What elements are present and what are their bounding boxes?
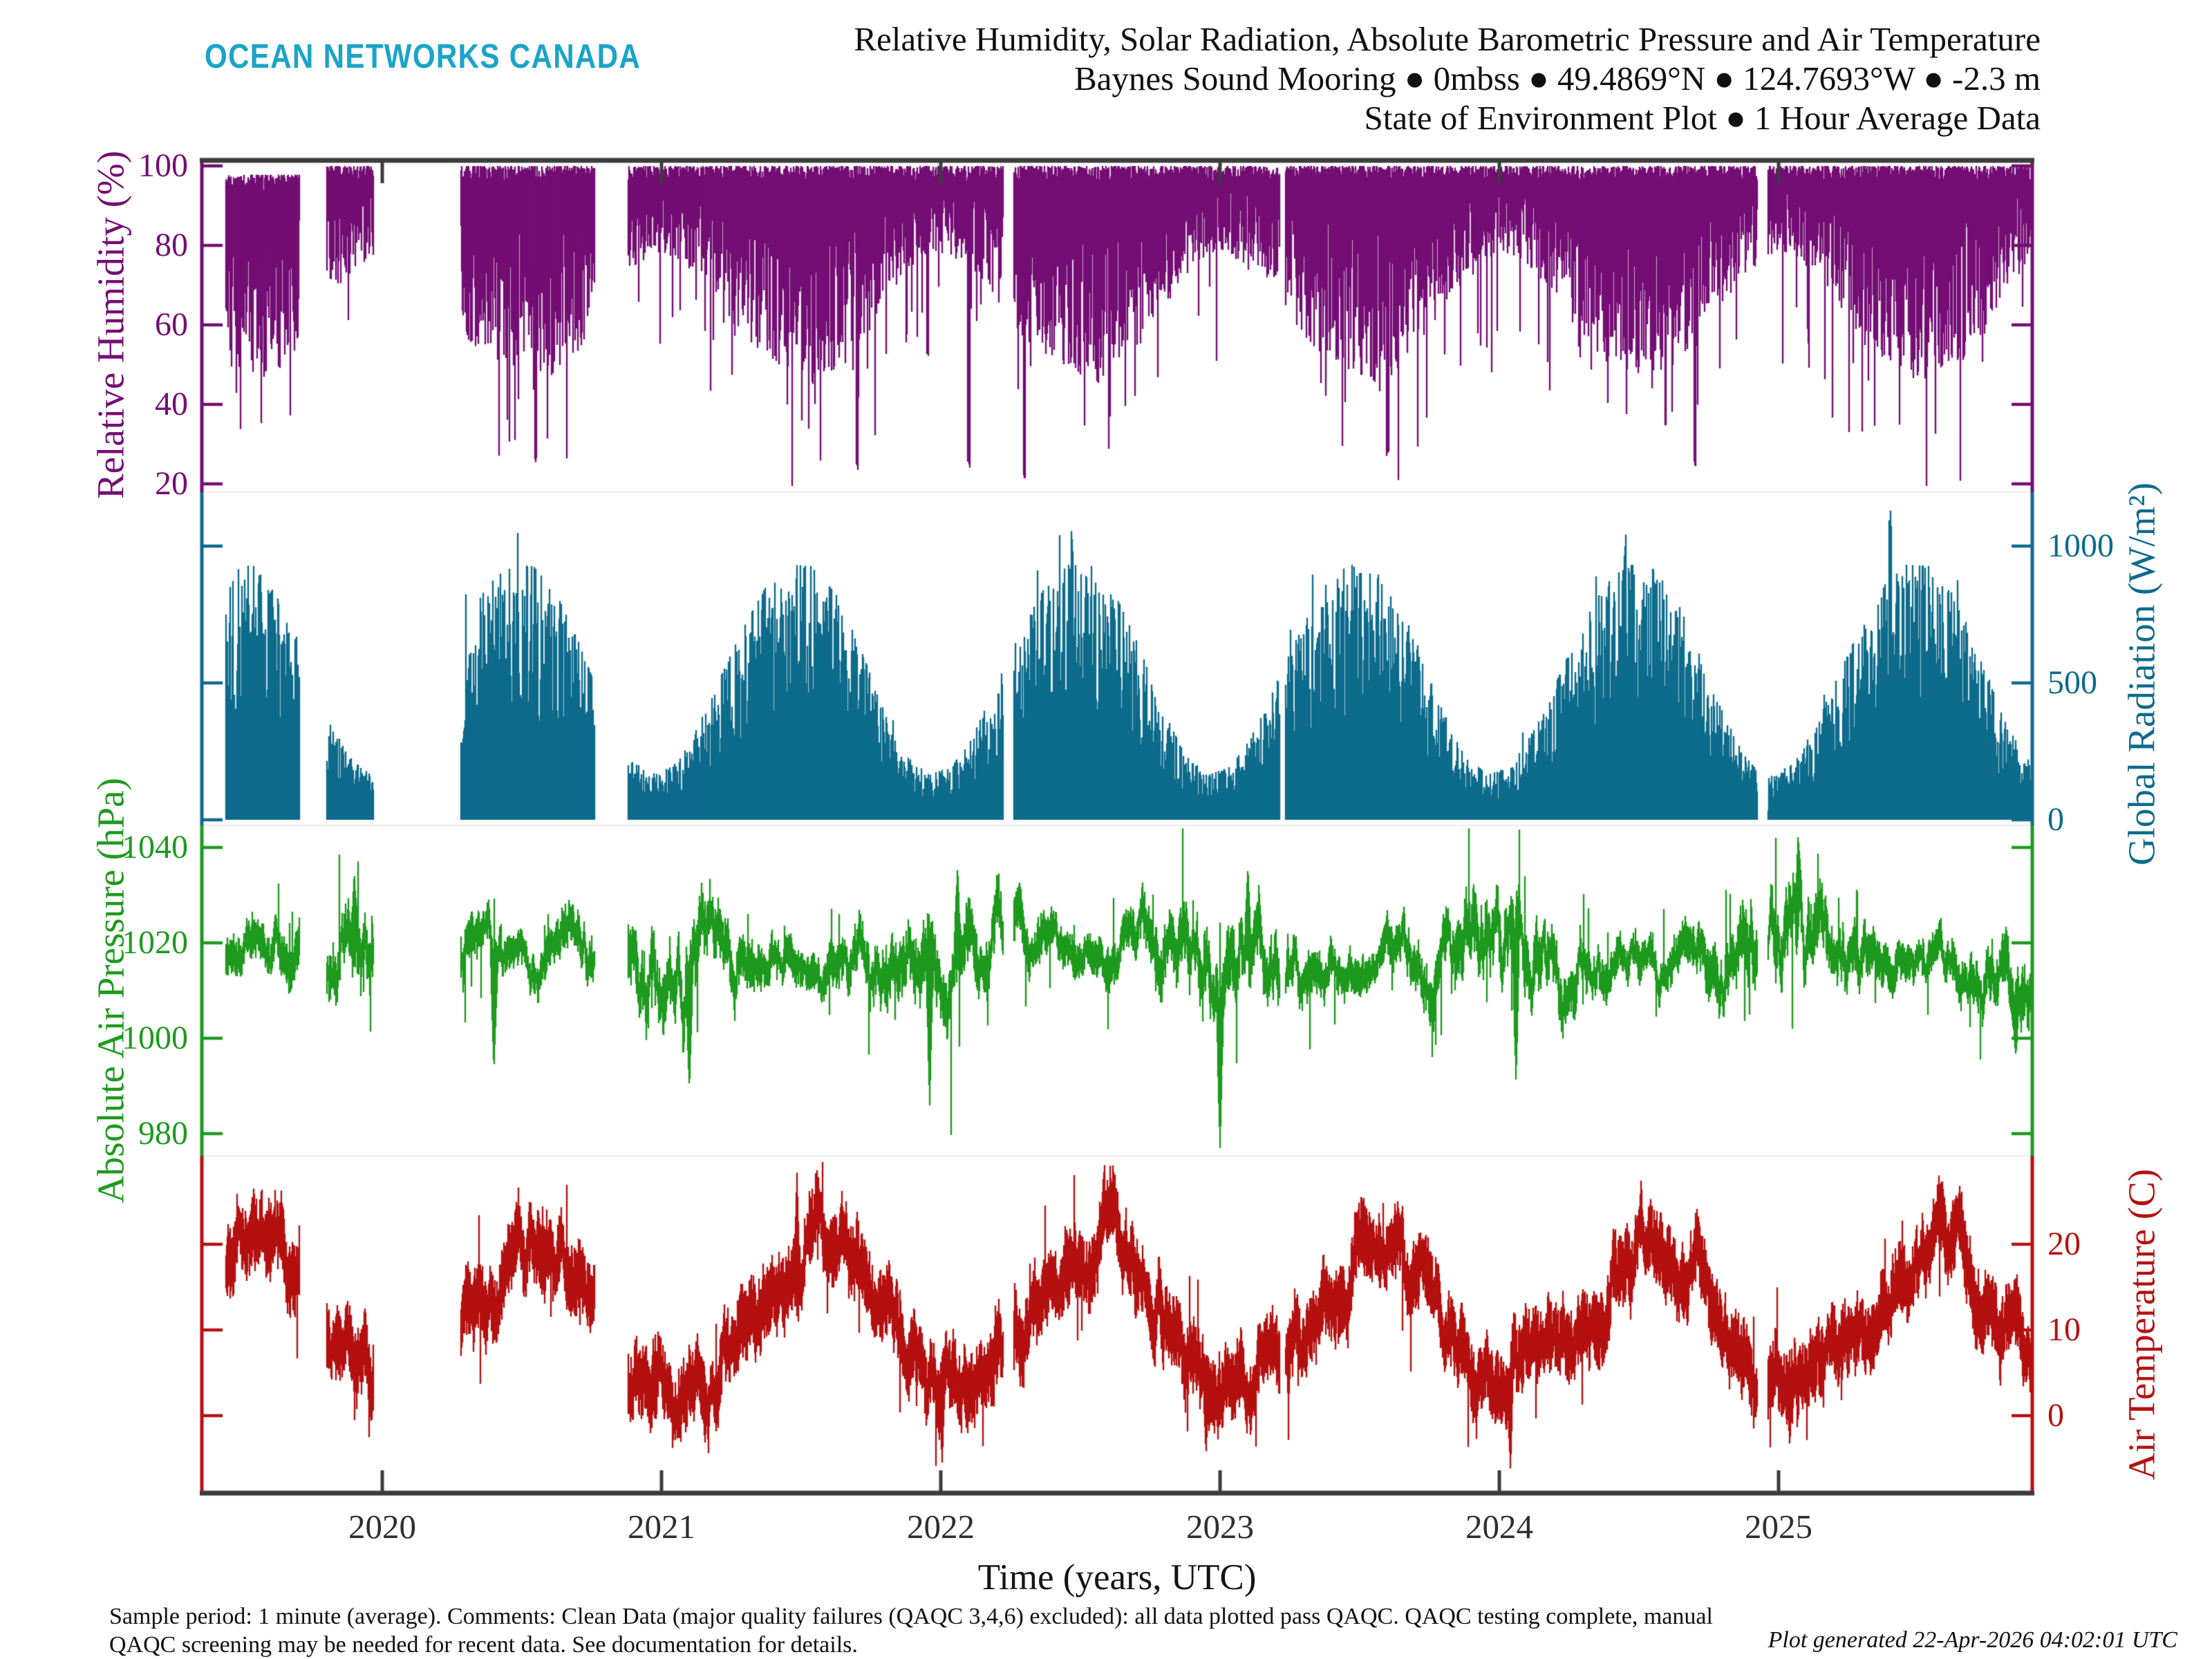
global_radiation-tick-label: 1000 [2047, 527, 2114, 564]
relative_humidity-tick-label: 40 [155, 386, 188, 422]
relative_humidity-tick-label: 100 [138, 147, 188, 184]
air_temperature-tick-label: 20 [2047, 1226, 2081, 1262]
onc-logo: OCEAN NETWORKS CANADA [205, 38, 641, 75]
x-axis-year-label: 2020 [348, 1508, 416, 1546]
air_temperature-tick-label: 0 [2047, 1397, 2064, 1434]
plot-subtitle-location: Baynes Sound Mooring ● 0mbss ● 49.4869°N… [1074, 59, 2041, 97]
absolute_air_pressure-tick-label: 1020 [122, 924, 188, 961]
relative_humidity-tick-label: 20 [155, 465, 188, 502]
y-axis-label-air-temperature-text: Air Temperature (C) [2120, 1168, 2163, 1481]
plot-generated-timestamp: Plot generated 22-Apr-2026 04:02:01 UTC [1768, 1627, 2177, 1653]
plot-title: Relative Humidity, Solar Radiation, Abso… [854, 20, 2041, 58]
x-axis-year-label: 2024 [1465, 1508, 1533, 1546]
global_radiation-tick-label: 0 [2047, 801, 2064, 838]
footer-note-line2: QAQC screening may be needed for recent … [109, 1632, 858, 1658]
plot-subtitle-type: State of Environment Plot ● 1 Hour Avera… [1364, 99, 2041, 137]
absolute_air_pressure-tick-label: 1040 [122, 829, 188, 865]
footer-note: Sample period: 1 minute (average). Comme… [109, 1602, 1713, 1659]
air_temperature-tick-label: 10 [2047, 1311, 2081, 1348]
absolute_air_pressure-tick-label: 980 [138, 1115, 188, 1152]
x-axis-year-label: 2021 [628, 1508, 695, 1546]
y-axis-label-global-radiation-text: Global Radiation (W/m²) [2120, 482, 2163, 866]
x-axis-year-label: 2022 [907, 1508, 975, 1546]
global_radiation-tick-label: 500 [2047, 664, 2097, 701]
relative_humidity-tick-label: 80 [155, 227, 188, 263]
x-axis-label: Time (years, UTC) [977, 1557, 1257, 1597]
title-block: Relative Humidity, Solar Radiation, Abso… [854, 19, 2041, 138]
x-axis-year-label: 2025 [1745, 1508, 1812, 1546]
x-axis-year-label: 2023 [1186, 1508, 1254, 1546]
relative_humidity-tick-label: 60 [155, 306, 188, 343]
footer-note-line1: Sample period: 1 minute (average). Comme… [109, 1604, 1713, 1629]
absolute_air_pressure-tick-label: 1000 [122, 1020, 188, 1056]
